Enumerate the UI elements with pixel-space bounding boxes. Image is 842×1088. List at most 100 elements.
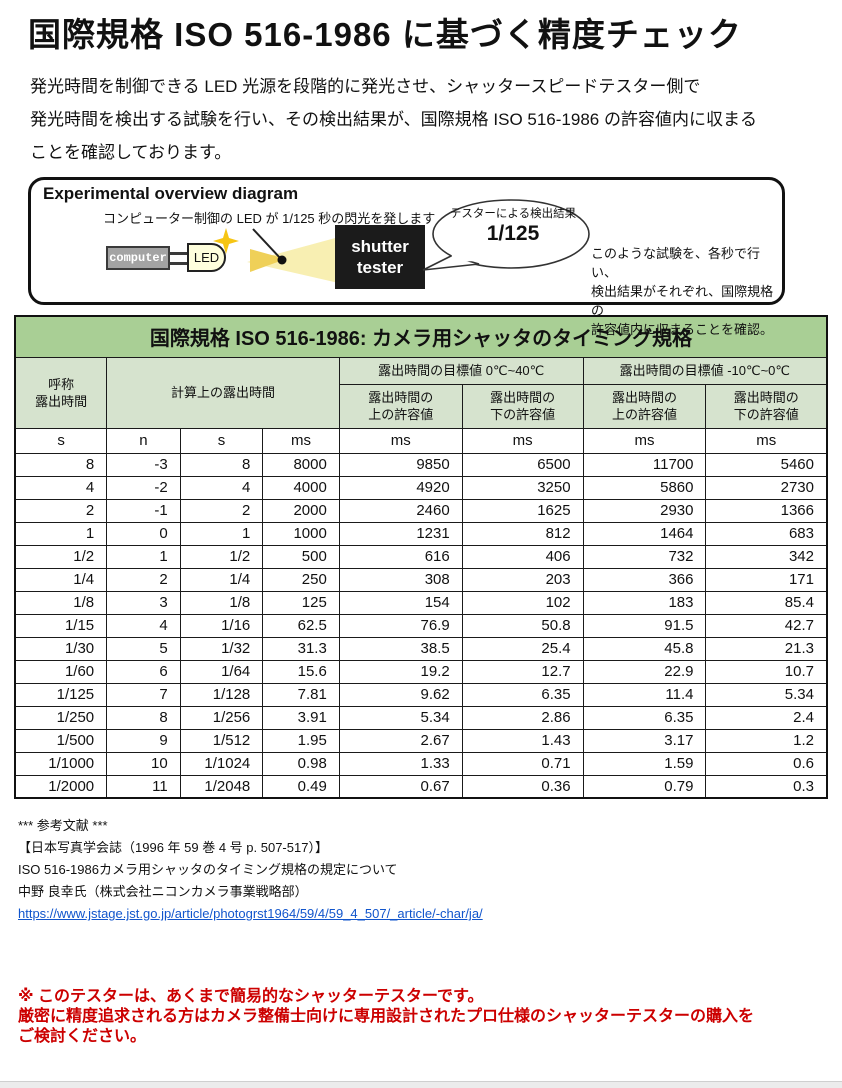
led-shape: LED <box>187 243 226 272</box>
table-row: 4 -2 4 4000 4920 3250 5860 2730 <box>14 475 828 500</box>
table-cell: 1/128 <box>179 682 264 707</box>
table-row: 1/8 3 1/8 125 154 102 183 85.4 <box>14 590 828 615</box>
table-cell: 0.3 <box>705 774 828 799</box>
table-cell: 0.36 <box>461 774 584 799</box>
table-row: 8 -3 8 8000 9850 6500 11700 5460 <box>14 452 828 477</box>
table-cell: 91.5 <box>582 613 707 638</box>
table-cell: 5460 <box>705 452 828 477</box>
table-cell: 1/32 <box>179 636 264 661</box>
subheader-text: 露出時間の <box>612 390 678 405</box>
table-row: 1/60 6 1/64 15.6 19.2 12.7 22.9 10.7 <box>14 659 828 684</box>
table-row: 2 -1 2 2000 2460 1625 2930 1366 <box>14 498 828 523</box>
table-cell: 1/2000 <box>14 774 108 799</box>
speech-bubble <box>422 199 590 271</box>
intro-text: 発光時間を制御できる LED 光源を段階的に発光させ、シャッタースピードテスター… <box>30 70 826 169</box>
references-heading: *** 参考文献 *** <box>18 818 108 833</box>
table-cell: 500 <box>262 544 340 569</box>
table-cell: 1000 <box>262 521 340 546</box>
table-cell: 203 <box>461 567 584 592</box>
sparkle-icon <box>213 228 239 254</box>
table-cell: 125 <box>262 590 340 615</box>
shutter-tester-box: shutter tester <box>335 225 425 289</box>
table-cell: 1/1000 <box>14 751 108 776</box>
table-cell: 22.9 <box>582 659 707 684</box>
warning-line-2: 厳密に精度追求される方はカメラ整備士向けに専用設計されたプロ仕様のシャッターテス… <box>18 1008 755 1025</box>
table-cell: 10.7 <box>705 659 828 684</box>
table-cell: 15.6 <box>262 659 340 684</box>
table-cell: 4 <box>106 613 181 638</box>
table-cell: 2 <box>179 498 264 523</box>
table-cell: 2.4 <box>705 705 828 730</box>
table-cell: 19.2 <box>338 659 463 684</box>
table-row: 1/2 1 1/2 500 616 406 732 342 <box>14 544 828 569</box>
table-cell: 2.67 <box>338 728 463 753</box>
references: *** 参考文献 *** 【日本写真学会誌（1996 年 59 巻 4 号 p.… <box>18 815 842 925</box>
subheader-text: 上の許容値 <box>368 407 434 422</box>
warning-note: ※ このテスターは、あくまで簡易的なシャッターテスターです。 厳密に精度追求される… <box>18 987 842 1047</box>
table-cell: 8000 <box>262 452 340 477</box>
table-cell: 5860 <box>582 475 707 500</box>
table-row: 1 0 1 1000 1231 812 1464 683 <box>14 521 828 546</box>
unit-cell: ms <box>338 427 463 454</box>
led-label: LED <box>193 250 220 265</box>
warning-line-3: ご検討ください。 <box>18 1028 147 1045</box>
table-cell: 12.7 <box>461 659 584 684</box>
bubble-value: 1/125 <box>486 222 540 245</box>
table-cell: 31.3 <box>262 636 340 661</box>
table-cell: 50.8 <box>461 613 584 638</box>
table-cell: 1 <box>106 544 181 569</box>
table-cell: 6.35 <box>582 705 707 730</box>
table-cell: 154 <box>338 590 463 615</box>
table-cell: 1/500 <box>14 728 108 753</box>
table-cell: 1/2 <box>179 544 264 569</box>
table-cell: 1/4 <box>179 567 264 592</box>
note-line-1: このような試験を、各秒で行い、 <box>591 246 761 280</box>
table-cell: 4 <box>179 475 264 500</box>
intro-line-1: 発光時間を制御できる LED 光源を段階的に発光させ、シャッタースピードテスター… <box>30 77 701 96</box>
table-cell: 25.4 <box>461 636 584 661</box>
note-line-2: 検出結果がそれぞれ、国際規格の <box>591 284 774 318</box>
table-cell: 0.6 <box>705 751 828 776</box>
table-row: 1/500 9 1/512 1.95 2.67 1.43 3.17 1.2 <box>14 728 828 753</box>
table-cell: 250 <box>262 567 340 592</box>
table-cell: 0 <box>106 521 181 546</box>
table-cell: 11700 <box>582 452 707 477</box>
table-cell: 1.33 <box>338 751 463 776</box>
table-cell: 2 <box>106 567 181 592</box>
col-subheader-lower-cold: 露出時間の 下の許容値 <box>705 383 828 429</box>
bubble-caption: テスターによる検出結果 <box>449 208 577 220</box>
table-cell: 2 <box>14 498 108 523</box>
note-line-3: 許容値内に収まることを確認。 <box>591 322 774 337</box>
table-cell: 2.86 <box>461 705 584 730</box>
table-row: 1/30 5 1/32 31.3 38.5 25.4 45.8 21.3 <box>14 636 828 661</box>
table-cell: 102 <box>461 590 584 615</box>
col-subheader-lower-warm: 露出時間の 下の許容値 <box>461 383 584 429</box>
diagram-title: Experimental overview diagram <box>43 184 299 203</box>
table-cell: 0.49 <box>262 774 340 799</box>
table-cell: 45.8 <box>582 636 707 661</box>
table-cell: 171 <box>705 567 828 592</box>
table-cell: 1/15 <box>14 613 108 638</box>
table-cell: 5 <box>106 636 181 661</box>
table-cell: 9.62 <box>338 682 463 707</box>
table-cell: 1/512 <box>179 728 264 753</box>
table-cell: 308 <box>338 567 463 592</box>
table-cell: -3 <box>106 452 181 477</box>
col-header-target-cold: 露出時間の目標値 -10℃~0℃ <box>582 356 828 385</box>
table-body: 8 -3 8 8000 9850 6500 11700 5460 4 -2 4 4000 4920 325… <box>14 452 828 799</box>
table-cell: 8 <box>106 705 181 730</box>
table-cell: 812 <box>461 521 584 546</box>
table-row: 1/1000 10 1/1024 0.98 1.33 0.71 1.59 0.6 <box>14 751 828 776</box>
table-cell: 1/1024 <box>179 751 264 776</box>
table-cell: 1/4 <box>14 567 108 592</box>
computer-label: computer <box>109 251 167 265</box>
table-cell: 11 <box>106 774 181 799</box>
table-cell: 76.9 <box>338 613 463 638</box>
col-subheader-upper-warm: 露出時間の 上の許容値 <box>338 383 463 429</box>
table-cell: 11.4 <box>582 682 707 707</box>
unit-cell: ms <box>582 427 707 454</box>
table-cell: 0.67 <box>338 774 463 799</box>
table-cell: 62.5 <box>262 613 340 638</box>
reference-link[interactable]: https://www.jstage.jst.go.jp/article/pho… <box>18 906 483 921</box>
table-cell: 1231 <box>338 521 463 546</box>
